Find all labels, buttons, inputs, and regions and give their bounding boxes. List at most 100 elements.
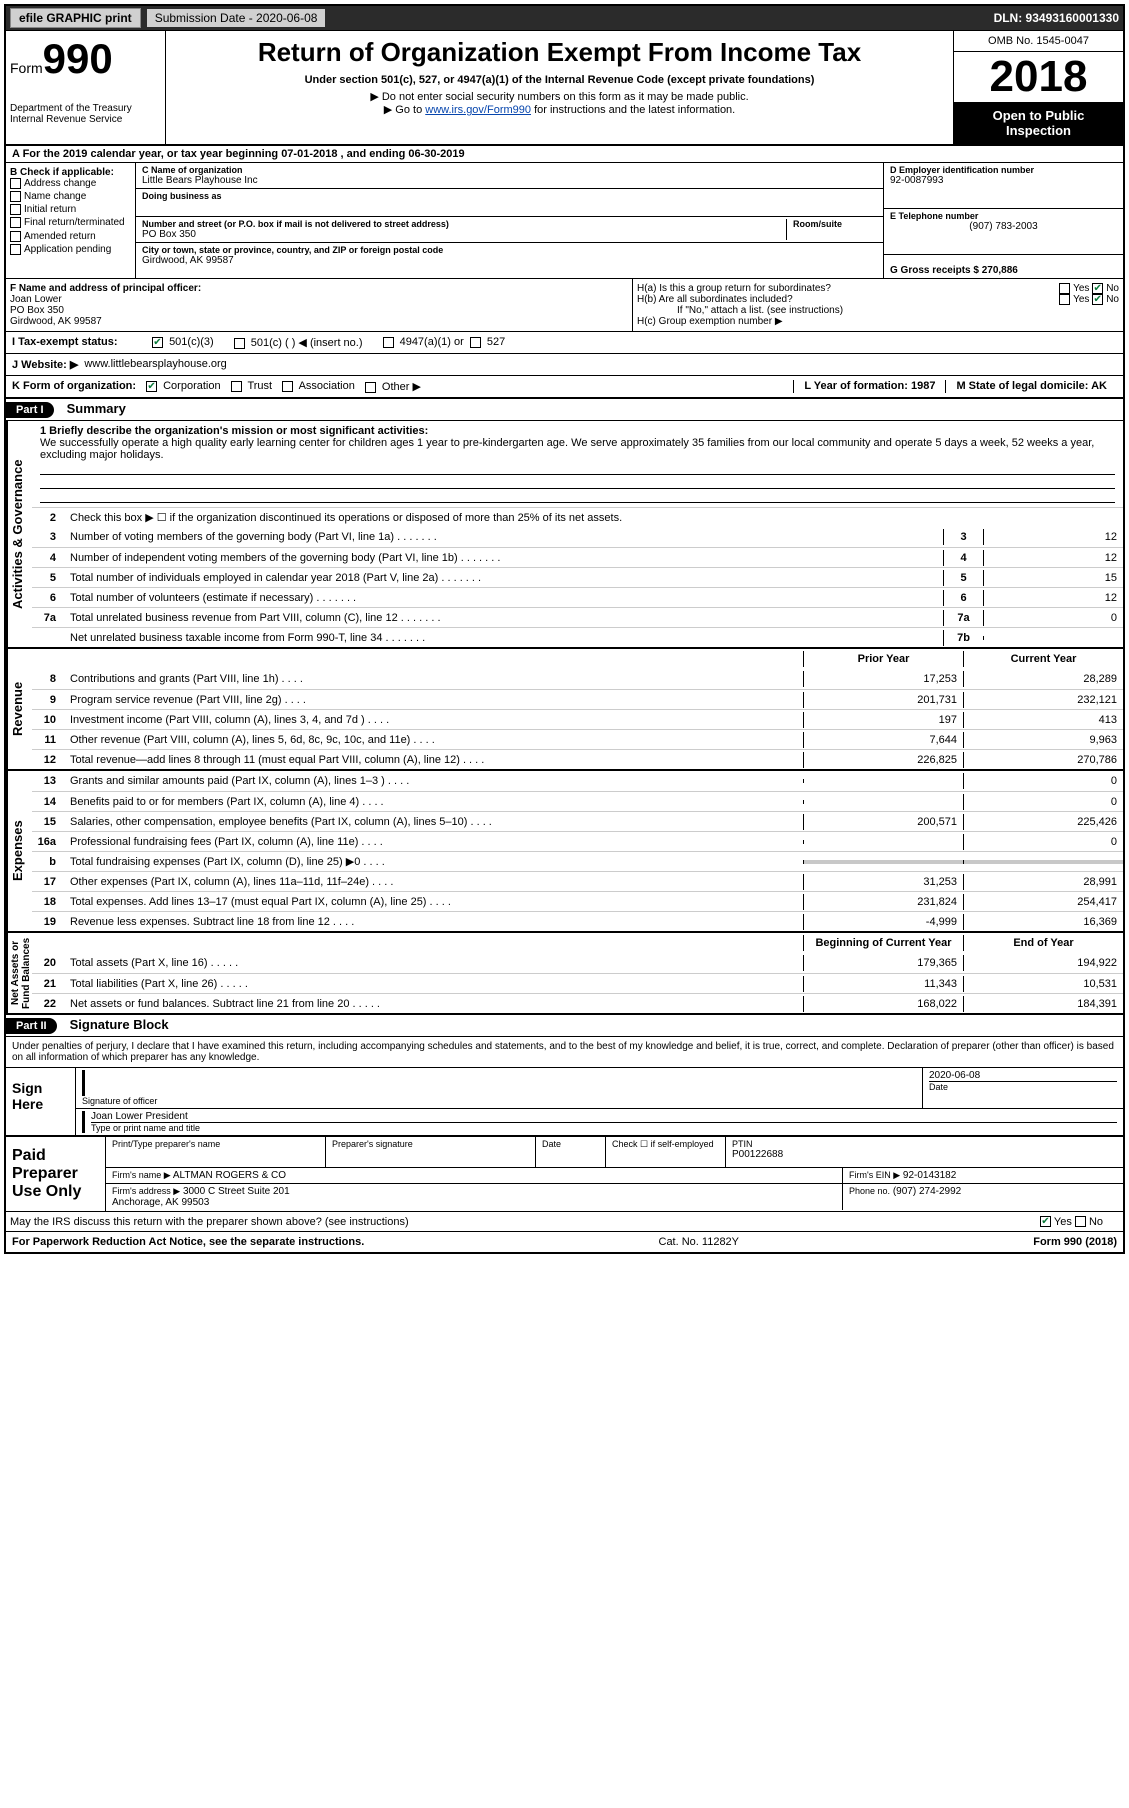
omb-number: OMB No. 1545-0047 [954,31,1123,52]
phone-value: (907) 783-2003 [890,221,1117,232]
table-row: 17Other expenses (Part IX, column (A), l… [32,871,1123,891]
firm-name: ALTMAN ROGERS & CO [173,1170,286,1181]
prep-name-label: Print/Type preparer's name [112,1139,319,1149]
table-row: 12Total revenue—add lines 8 through 11 (… [32,749,1123,769]
table-row: Net unrelated business taxable income fr… [32,627,1123,647]
cb-501c3[interactable] [152,337,163,348]
part1-header: Part I [6,402,54,418]
sig-officer-label: Signature of officer [82,1096,916,1106]
org-name-label: C Name of organization [142,165,877,175]
year-block: OMB No. 1545-0047 2018 Open to Public In… [953,31,1123,144]
website-value: www.littlebearsplayhouse.org [84,358,226,371]
footer-left: For Paperwork Reduction Act Notice, see … [12,1236,364,1248]
table-row: 8Contributions and grants (Part VIII, li… [32,669,1123,689]
state-domicile: M State of legal domicile: AK [945,380,1117,393]
footer-mid: Cat. No. 11282Y [364,1236,1033,1248]
discuss-answer: Yes No [1040,1216,1123,1228]
eoy-hdr: End of Year [963,935,1123,951]
table-row: 15Salaries, other compensation, employee… [32,811,1123,831]
sign-here-label: Sign Here [6,1068,76,1135]
table-row: 3Number of voting members of the governi… [32,527,1123,547]
form-subtitle: Under section 501(c), 527, or 4947(a)(1)… [172,74,947,86]
cb-4947[interactable] [383,337,394,348]
gross-receipts: G Gross receipts $ 270,886 [890,265,1117,276]
cb-trust[interactable] [231,381,242,392]
discuss-label: May the IRS discuss this return with the… [6,1214,1040,1230]
form-number: 990 [43,35,113,82]
mission-text: We successfully operate a high quality e… [40,437,1115,461]
hb-answer: Yes No [1059,294,1119,305]
firm-phone-label: Phone no. [849,1186,890,1196]
form-title: Return of Organization Exempt From Incom… [172,37,947,68]
officer-name: Joan Lower [10,294,628,305]
sig-name-label: Type or print name and title [91,1123,1117,1133]
form-id-block: Form990 Department of the Treasury Inter… [6,31,166,144]
cb-501c[interactable] [234,338,245,349]
col-h-group: H(a) Is this a group return for subordin… [633,279,1123,331]
prior-year-hdr: Prior Year [803,651,963,667]
year-formation: L Year of formation: 1987 [793,380,945,393]
vlabel-expenses: Expenses [6,771,32,931]
sig-name: Joan Lower President [91,1111,1117,1123]
instruction-2: ▶ Go to www.irs.gov/Form990 for instruct… [172,103,947,116]
boy-hdr: Beginning of Current Year [803,935,963,951]
table-row: 9Program service revenue (Part VIII, lin… [32,689,1123,709]
instruction-1: ▶ Do not enter social security numbers o… [172,90,947,103]
table-row: 11Other revenue (Part VIII, column (A), … [32,729,1123,749]
table-row: 10Investment income (Part VIII, column (… [32,709,1123,729]
table-row: 13Grants and similar amounts paid (Part … [32,771,1123,791]
col-f-officer: F Name and address of principal officer:… [6,279,633,331]
officer-addr2: Girdwood, AK 99587 [10,316,628,327]
cb-name-change[interactable]: Name change [10,191,131,202]
cb-address-change[interactable]: Address change [10,178,131,189]
hb-note: If "No," attach a list. (see instruction… [637,305,1119,316]
line1-label: 1 Briefly describe the organization's mi… [40,425,1115,437]
row-j-website: J Website: ▶ www.littlebearsplayhouse.or… [6,354,1123,376]
table-row: 6Total number of volunteers (estimate if… [32,587,1123,607]
ha-label: H(a) Is this a group return for subordin… [637,283,1059,294]
table-row: 20Total assets (Part X, line 16) . . . .… [32,953,1123,973]
part2-title: Signature Block [60,1017,169,1032]
ein-value: 92-0087993 [890,175,1117,186]
current-year-hdr: Current Year [963,651,1123,667]
firm-addr-label: Firm's address ▶ [112,1186,180,1196]
cb-application-pending[interactable]: Application pending [10,244,131,255]
ha-answer: Yes No [1059,283,1119,294]
table-row: bTotal fundraising expenses (Part IX, co… [32,851,1123,871]
footer-right: Form 990 (2018) [1033,1236,1117,1248]
firm-ein-label: Firm's EIN ▶ [849,1170,900,1180]
cb-527[interactable] [470,337,481,348]
table-row: 7aTotal unrelated business revenue from … [32,607,1123,627]
ptin-value: P00122688 [732,1149,1117,1160]
officer-label: F Name and address of principal officer: [10,283,628,294]
city-label: City or town, state or province, country… [142,245,877,255]
table-row: 5Total number of individuals employed in… [32,567,1123,587]
table-row: 4Number of independent voting members of… [32,547,1123,567]
sig-date-label: Date [929,1081,1117,1092]
cb-association[interactable] [282,381,293,392]
public-inspection: Open to Public Inspection [954,102,1123,144]
cb-initial-return[interactable]: Initial return [10,204,131,215]
part2-header: Part II [6,1018,57,1034]
org-name: Little Bears Playhouse Inc [142,175,877,186]
cb-final-return[interactable]: Final return/terminated [10,217,131,228]
officer-addr1: PO Box 350 [10,305,628,316]
tax-year: 2018 [954,52,1123,102]
efile-print-button[interactable]: efile GRAPHIC print [10,8,141,28]
cb-other[interactable] [365,382,376,393]
cb-amended-return[interactable]: Amended return [10,231,131,242]
firm-phone: (907) 274-2992 [893,1186,961,1197]
prep-check-label: Check ☐ if self-employed [612,1139,719,1150]
table-row: 16aProfessional fundraising fees (Part I… [32,831,1123,851]
row-a-tax-year: A For the 2019 calendar year, or tax yea… [6,146,1123,163]
irs-link[interactable]: www.irs.gov/Form990 [425,104,531,116]
cb-corporation[interactable] [146,381,157,392]
col-c-org-info: C Name of organization Little Bears Play… [136,163,883,278]
part1-title: Summary [57,401,126,416]
table-row: 21Total liabilities (Part X, line 26) . … [32,973,1123,993]
ptin-label: PTIN [732,1139,1117,1149]
sig-date: 2020-06-08 [929,1070,1117,1081]
vlabel-activities: Activities & Governance [6,421,32,647]
row-i-tax-status: I Tax-exempt status: 501(c)(3) 501(c) ( … [6,332,1123,354]
table-row: 19Revenue less expenses. Subtract line 1… [32,911,1123,931]
